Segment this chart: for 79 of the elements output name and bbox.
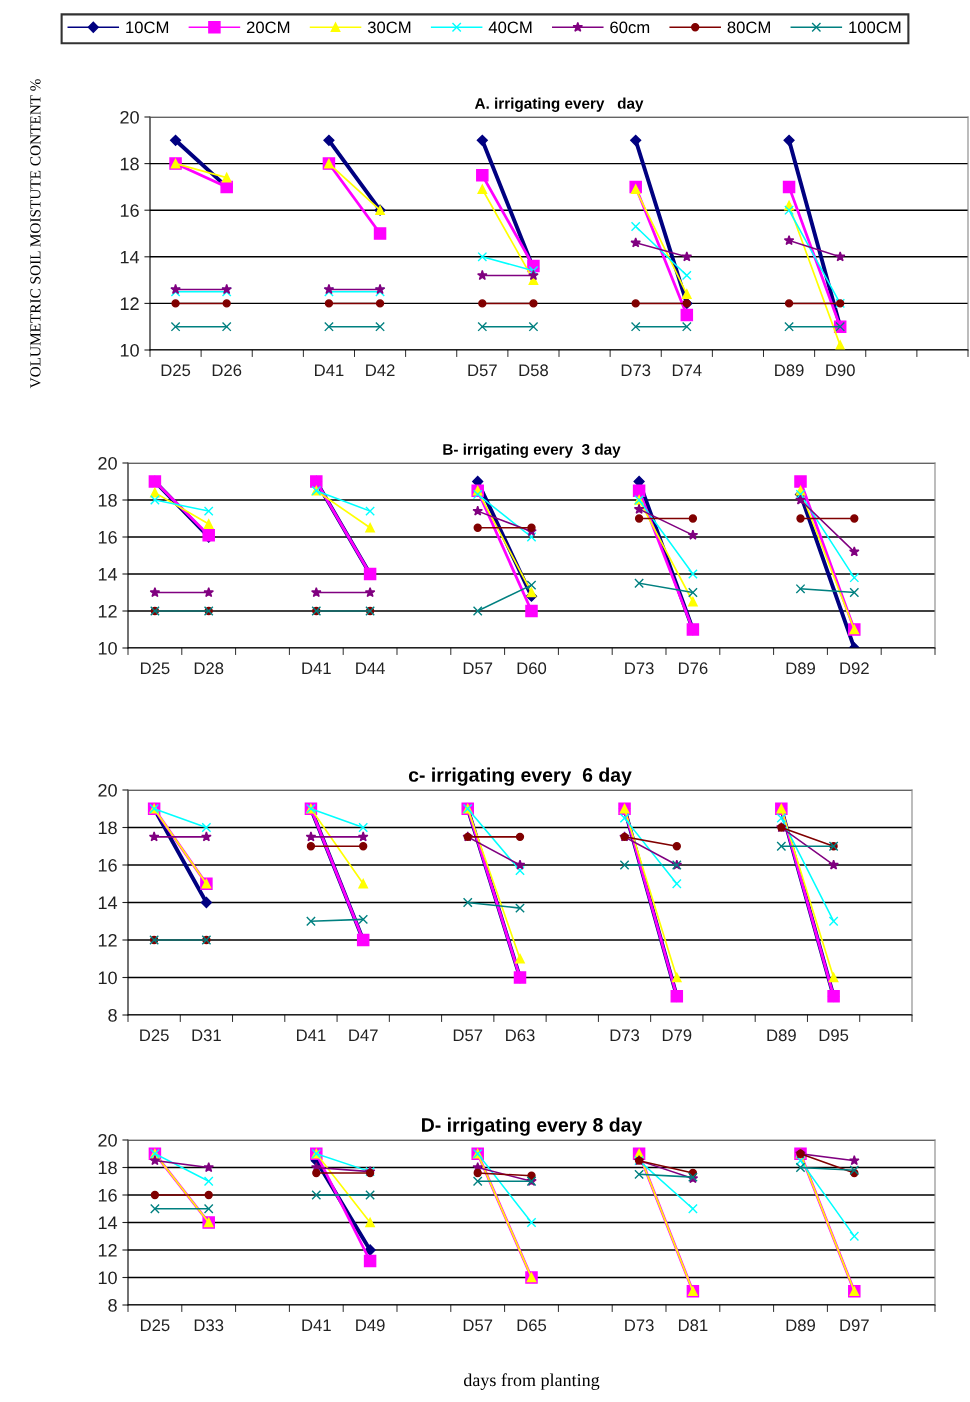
x-tick-label: D33 bbox=[194, 1319, 224, 1332]
x-tick-label: D92 bbox=[840, 662, 869, 675]
chart-title: D- irrigating every 8 day bbox=[422, 1117, 643, 1136]
x-tick-label: D57 bbox=[463, 1319, 493, 1332]
x-tick-label: D79 bbox=[662, 1029, 692, 1042]
x-tick-label: D41 bbox=[302, 662, 331, 674]
y-tick-label: 12 bbox=[98, 604, 117, 618]
x-tick-label: D76 bbox=[678, 662, 708, 675]
legend-label: 10CM bbox=[126, 21, 169, 34]
y-tick-label: 16 bbox=[120, 204, 139, 217]
x-tick-label: D31 bbox=[192, 1029, 221, 1042]
y-tick-label: 18 bbox=[98, 1161, 117, 1175]
y-tick-label: 8 bbox=[108, 1008, 117, 1022]
x-tick-label: D95 bbox=[819, 1029, 849, 1042]
x-tick-label: D73 bbox=[621, 364, 651, 377]
x-tick-label: D57 bbox=[453, 1029, 483, 1042]
legend-label: 60cm bbox=[610, 21, 650, 34]
y-tick-label: 10 bbox=[98, 1271, 117, 1285]
x-axis-title: days from planting bbox=[463, 1373, 600, 1390]
x-tick-label: D25 bbox=[140, 662, 170, 675]
legend-label: 100CM bbox=[849, 21, 901, 34]
legend-label: 20CM bbox=[246, 21, 290, 34]
y-tick-label: 8 bbox=[108, 1298, 117, 1312]
x-tick-label: D49 bbox=[356, 1319, 385, 1332]
x-tick-label: D89 bbox=[786, 662, 815, 675]
x-tick-label: D42 bbox=[366, 364, 395, 376]
y-tick-label: 20 bbox=[98, 783, 117, 797]
x-tick-label: D89 bbox=[786, 1319, 815, 1332]
y-tick-label: 14 bbox=[98, 568, 118, 581]
y-tick-label: 18 bbox=[120, 157, 139, 171]
y-tick-label: 12 bbox=[98, 933, 117, 947]
x-tick-label: D73 bbox=[625, 1319, 654, 1332]
y-tick-label: 14 bbox=[98, 1216, 118, 1230]
y-tick-label: 10 bbox=[98, 641, 117, 655]
chart-title: c- irrigating every 6 day bbox=[408, 767, 632, 786]
y-tick-label: 20 bbox=[98, 1133, 117, 1147]
x-tick-label: D26 bbox=[212, 364, 242, 377]
x-tick-label: D25 bbox=[161, 364, 191, 377]
x-tick-label: D74 bbox=[672, 364, 702, 376]
chart-title: B- irrigating every 3 day bbox=[443, 443, 621, 458]
x-tick-label: D25 bbox=[140, 1029, 169, 1042]
x-tick-label: D44 bbox=[356, 662, 385, 674]
x-tick-label: D58 bbox=[519, 364, 548, 377]
x-tick-label: D73 bbox=[610, 1029, 640, 1042]
x-tick-label: D65 bbox=[517, 1319, 547, 1332]
x-tick-label: D90 bbox=[826, 364, 855, 377]
x-tick-label: D41 bbox=[302, 1319, 331, 1331]
x-tick-label: D89 bbox=[775, 364, 804, 377]
x-tick-label: D81 bbox=[678, 1319, 708, 1332]
y-tick-label: 14 bbox=[120, 250, 140, 264]
y-tick-label: 18 bbox=[98, 821, 117, 835]
x-tick-label: D41 bbox=[297, 1029, 326, 1041]
y-tick-label: 18 bbox=[98, 493, 117, 507]
y-tick-label: 10 bbox=[120, 343, 139, 357]
y-tick-label: 20 bbox=[98, 456, 117, 470]
x-tick-label: D41 bbox=[315, 364, 344, 376]
x-tick-label: D25 bbox=[140, 1319, 170, 1332]
y-tick-label: 12 bbox=[98, 1243, 117, 1257]
y-tick-label: 12 bbox=[120, 297, 139, 310]
chart-title: A. irrigating every day bbox=[474, 97, 644, 112]
y-tick-label: 20 bbox=[120, 110, 139, 124]
legend-label: 40CM bbox=[488, 21, 532, 34]
y-axis-title: VOLUMETRIC SOIL MOISTUTE CONTENT % bbox=[30, 79, 41, 389]
y-tick-label: 16 bbox=[98, 1188, 117, 1202]
x-tick-label: D57 bbox=[463, 662, 493, 675]
x-tick-label: D47 bbox=[349, 1029, 378, 1041]
x-tick-label: D60 bbox=[517, 662, 547, 675]
legend-label: 80CM bbox=[727, 21, 770, 34]
x-tick-label: D73 bbox=[625, 662, 654, 675]
x-tick-label: D28 bbox=[194, 662, 224, 675]
x-tick-label: D63 bbox=[506, 1029, 535, 1042]
x-tick-label: D57 bbox=[468, 364, 497, 377]
y-tick-label: 16 bbox=[98, 530, 117, 544]
y-tick-label: 10 bbox=[98, 971, 117, 985]
legend-label: 30CM bbox=[367, 21, 411, 34]
x-tick-label: D89 bbox=[767, 1029, 796, 1042]
x-tick-label: D97 bbox=[840, 1319, 869, 1332]
y-tick-label: 16 bbox=[98, 858, 117, 872]
y-tick-label: 14 bbox=[98, 896, 118, 910]
